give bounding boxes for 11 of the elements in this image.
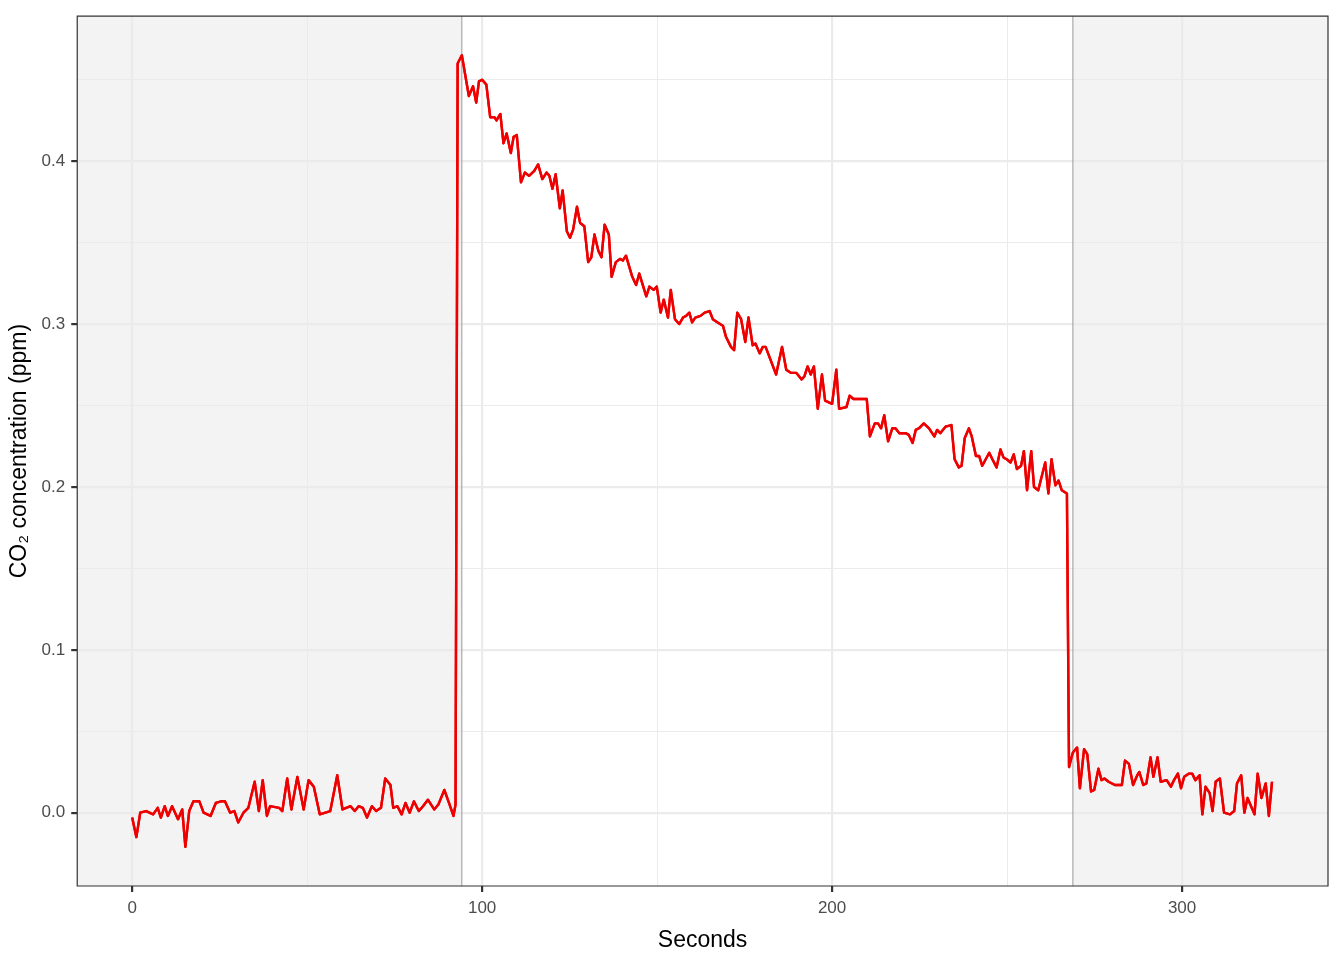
y-tick-label: 0.2 [41, 476, 66, 496]
y-tick-label: 0.1 [41, 639, 66, 659]
x-tick-label: 100 [467, 897, 497, 917]
y-tick-label: 0.3 [41, 313, 66, 333]
x-tick-label: 200 [817, 897, 847, 917]
y-tick-label: 0.0 [41, 802, 66, 822]
y-axis-title: CO₂ concentration (ppm) [5, 323, 32, 579]
x-tick-label: 300 [1167, 897, 1197, 917]
x-tick-label: 0 [127, 897, 137, 917]
y-tick-label: 0.4 [41, 150, 66, 170]
x-axis-title: Seconds [657, 925, 748, 952]
